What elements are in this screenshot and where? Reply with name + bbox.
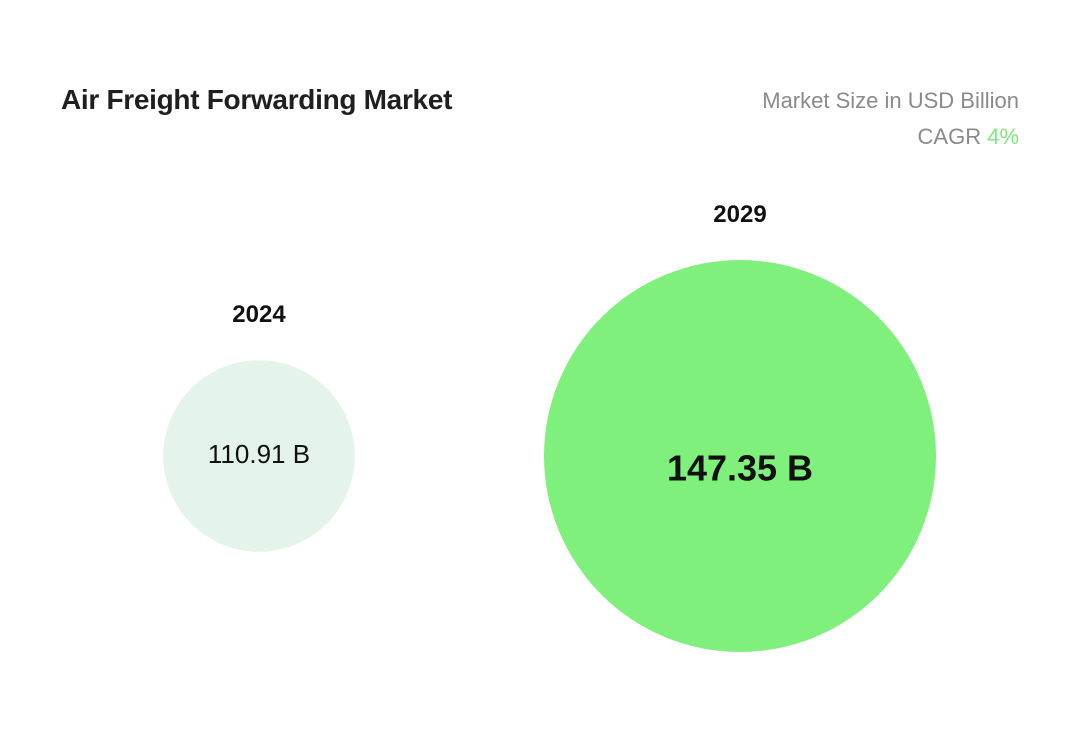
year-label-2029: 2029 [713, 201, 766, 228]
chart-title: Air Freight Forwarding Market [61, 84, 453, 115]
chart-meta: Market Size in USD Billion CAGR 4% [762, 83, 1019, 155]
value-label-2029: 147.35 B [667, 448, 813, 489]
chart-subtitle: Market Size in USD Billion [762, 88, 1019, 113]
year-label-2024: 2024 [232, 301, 286, 328]
cagr-value: 4% [987, 124, 1019, 149]
cagr-label: CAGR [917, 124, 982, 149]
bubble-2024 [163, 360, 355, 552]
bubble-2029 [544, 260, 936, 652]
cagr-line: CAGR 4% [762, 119, 1019, 155]
value-label-2024: 110.91 B [208, 439, 310, 469]
